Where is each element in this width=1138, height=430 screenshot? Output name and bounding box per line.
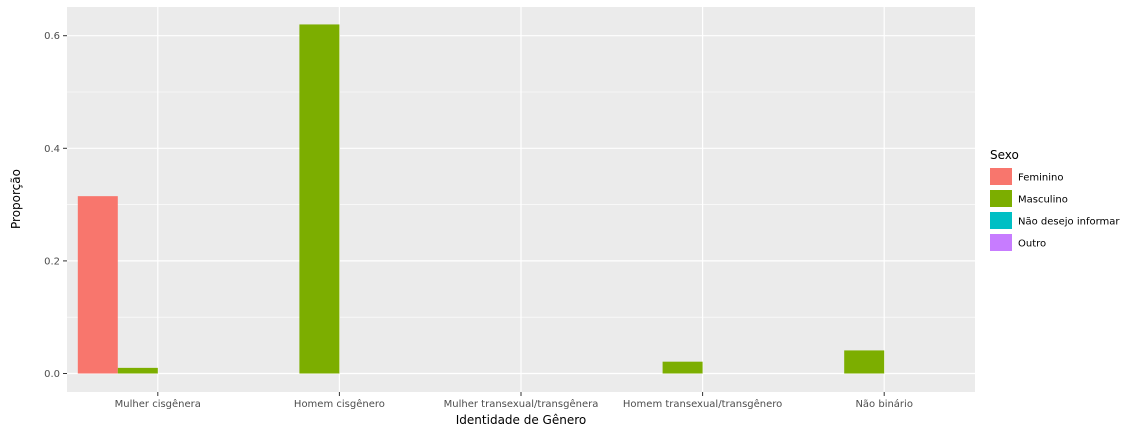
x-tick-label: Não binário — [855, 398, 913, 410]
bar — [844, 350, 885, 374]
x-tick-label: Homem transexual/transgênero — [623, 398, 782, 410]
bar — [662, 361, 703, 374]
legend-label: Masculino — [1018, 195, 1068, 206]
x-tick-label: Homem cisgênero — [294, 398, 385, 410]
x-tick-label: Mulher cisgênera — [115, 398, 201, 410]
legend-key — [990, 168, 1012, 185]
y-tick-label: 0.2 — [44, 256, 60, 267]
legend-label: Feminino — [1018, 173, 1063, 184]
x-tick-label: Mulher transexual/transgênera — [444, 398, 599, 410]
y-axis-ticks: 0.0 0.2 0.4 0.6 — [44, 31, 67, 380]
x-axis-ticks: Mulher cisgênera Homem cisgênero Mulher tr… — [115, 392, 913, 410]
legend-key — [990, 190, 1012, 207]
legend-label: Outro — [1018, 239, 1046, 250]
bars — [77, 24, 885, 374]
bar — [299, 24, 340, 374]
bar — [77, 196, 118, 374]
legend-title: Sexo — [990, 148, 1019, 162]
y-tick-label: 0.4 — [44, 144, 60, 155]
legend-key — [990, 234, 1012, 251]
legend: Sexo Feminino Masculino Não desejo informa… — [990, 148, 1120, 251]
x-axis-title: Identidade de Gênero — [456, 413, 586, 427]
legend-label: Não desejo informar — [1018, 217, 1120, 228]
legend-key — [990, 212, 1012, 229]
y-tick-label: 0.0 — [44, 369, 60, 380]
bar — [117, 367, 158, 374]
y-tick-label: 0.6 — [44, 31, 60, 42]
y-axis-title: Proporção — [9, 169, 23, 229]
